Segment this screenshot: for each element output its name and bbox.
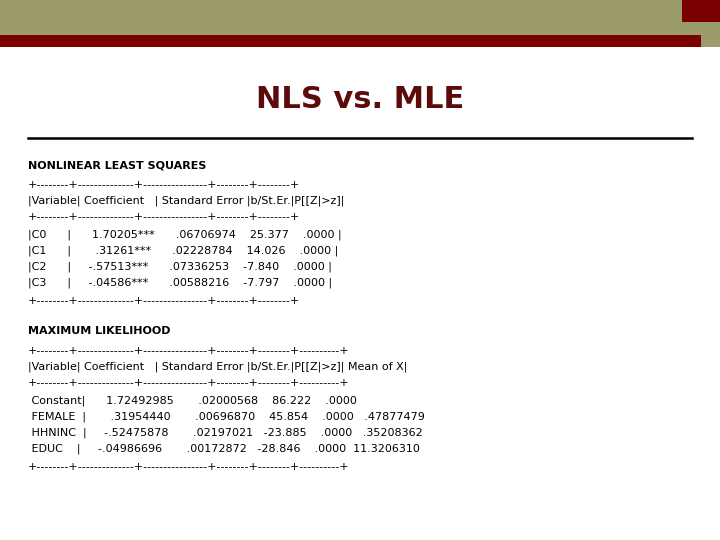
Text: |Variable| Coefficient   | Standard Error |b/St.Er.|P[[Z|>z]|: |Variable| Coefficient | Standard Error … <box>28 195 344 206</box>
Text: +--------+--------------+----------------+--------+--------+: +--------+--------------+---------------… <box>28 180 300 190</box>
Text: +--------+--------------+----------------+--------+--------+----------+: +--------+--------------+---------------… <box>28 378 350 388</box>
Text: |C0      |      1.70205***      .06706974    25.377    .0000 |: |C0 | 1.70205*** .06706974 25.377 .0000 … <box>28 230 341 240</box>
Text: EDUC    |     -.04986696       .00172872   -28.846    .0000  11.3206310: EDUC | -.04986696 .00172872 -28.846 .000… <box>28 444 420 454</box>
Text: NLS vs. MLE: NLS vs. MLE <box>256 85 464 114</box>
Bar <box>0 0 720 35</box>
Bar <box>682 22 701 35</box>
Text: +--------+--------------+----------------+--------+--------+----------+: +--------+--------------+---------------… <box>28 462 350 472</box>
Text: MAXIMUM LIKELIHOOD: MAXIMUM LIKELIHOOD <box>28 326 171 336</box>
Text: |C3      |     -.04586***      .00588216    -7.797    .0000 |: |C3 | -.04586*** .00588216 -7.797 .0000 … <box>28 278 332 288</box>
Text: +--------+--------------+----------------+--------+--------+: +--------+--------------+---------------… <box>28 296 300 306</box>
Text: |C2      |     -.57513***      .07336253    -7.840    .0000 |: |C2 | -.57513*** .07336253 -7.840 .0000 … <box>28 262 332 272</box>
Text: Constant|      1.72492985       .02000568    86.222    .0000: Constant| 1.72492985 .02000568 86.222 .0… <box>28 396 357 406</box>
Text: +--------+--------------+----------------+--------+--------+----------+: +--------+--------------+---------------… <box>28 346 350 356</box>
Bar <box>682 0 720 22</box>
Text: |Variable| Coefficient   | Standard Error |b/St.Er.|P[[Z|>z]| Mean of X|: |Variable| Coefficient | Standard Error … <box>28 362 408 372</box>
Bar <box>0 35 720 47</box>
Text: |C1      |       .31261***      .02228784    14.026    .0000 |: |C1 | .31261*** .02228784 14.026 .0000 | <box>28 246 338 256</box>
Text: NONLINEAR LEAST SQUARES: NONLINEAR LEAST SQUARES <box>28 160 207 170</box>
Text: +--------+--------------+----------------+--------+--------+: +--------+--------------+---------------… <box>28 212 300 222</box>
Text: FEMALE  |       .31954440       .00696870    45.854    .0000   .47877479: FEMALE | .31954440 .00696870 45.854 .000… <box>28 411 425 422</box>
Text: HHNINC  |     -.52475878       .02197021   -23.885    .0000   .35208362: HHNINC | -.52475878 .02197021 -23.885 .0… <box>28 428 423 438</box>
Bar <box>701 35 720 47</box>
